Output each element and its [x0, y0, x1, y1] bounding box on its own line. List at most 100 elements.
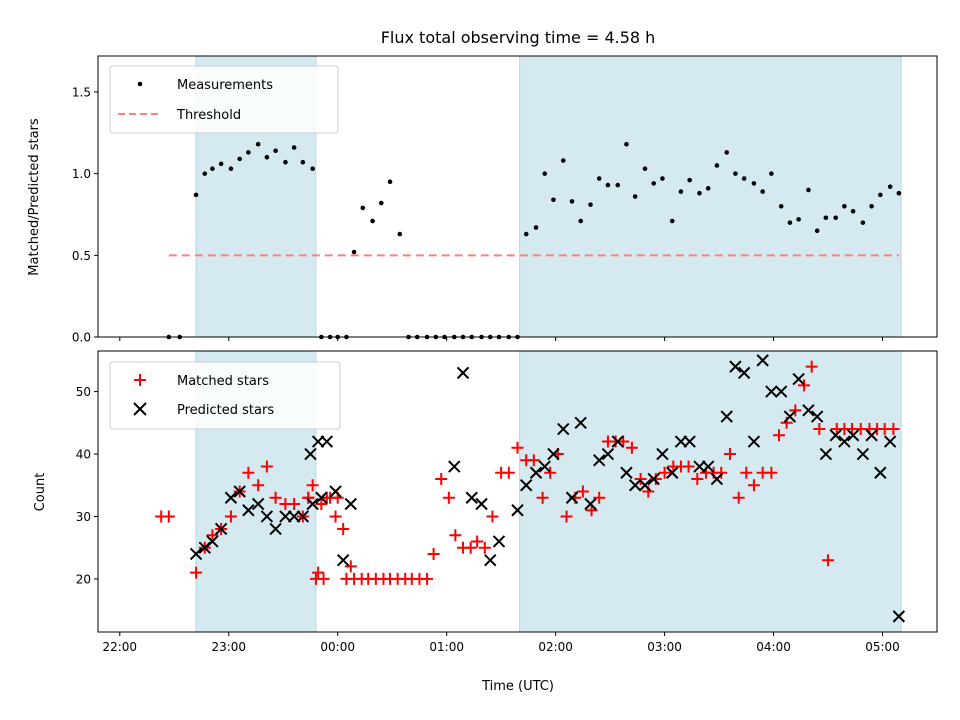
predicted-star-point — [520, 479, 533, 492]
predicted-star-point — [329, 485, 342, 498]
predicted-star-point — [710, 472, 724, 486]
predicted-star-point — [233, 485, 246, 498]
measurement-point — [523, 231, 529, 237]
matched-star-point — [887, 423, 900, 436]
legend-matched-label: Matched stars — [177, 374, 269, 389]
chart-title: Flux total observing time = 4.58 h — [381, 28, 656, 47]
matched-star-point — [502, 466, 515, 479]
predicted-star-point — [729, 360, 742, 373]
measurement-point — [533, 225, 539, 230]
matched-star-point — [658, 466, 671, 479]
measurement-point — [787, 220, 793, 225]
predicted-star-point — [260, 510, 274, 523]
predicted-star-point — [756, 354, 769, 367]
measurement-point — [733, 171, 738, 176]
measurement-point — [869, 204, 874, 209]
matched-star-point — [747, 479, 760, 492]
y-tick-label: 0.0 — [72, 331, 91, 345]
y-tick-label: 30 — [76, 510, 91, 524]
predicted-star-point — [304, 447, 317, 461]
matched-star-point — [576, 485, 589, 498]
measurement-point — [814, 228, 820, 234]
measurement-point — [387, 179, 393, 185]
predicted-star-point — [656, 447, 669, 461]
matched-star-point — [162, 510, 175, 523]
matched-star-point — [288, 497, 301, 510]
matched-star-point — [723, 448, 736, 461]
matched-star-point — [625, 441, 638, 454]
predicted-star-point — [565, 491, 579, 504]
predicted-star-point — [628, 479, 642, 492]
matched-star-point — [740, 466, 753, 479]
matched-star-point — [798, 379, 811, 392]
measurement-point — [370, 218, 375, 224]
measurement-point — [193, 192, 199, 198]
measurement-point — [860, 220, 866, 225]
predicted-star-point — [593, 454, 606, 467]
measurement-point — [724, 150, 730, 155]
legend-matched-marker — [134, 374, 146, 386]
predicted-star-point — [792, 372, 805, 386]
measurement-point — [210, 166, 215, 172]
legend-threshold-label: Threshold — [176, 108, 241, 123]
predicted-star-point — [838, 435, 851, 448]
predicted-star-point — [344, 497, 357, 511]
predicted-star-point — [538, 460, 551, 473]
matched-star-point — [527, 454, 540, 467]
matched-star-point — [560, 510, 573, 523]
predicted-star-point — [720, 410, 733, 423]
measurement-point — [823, 215, 829, 221]
predicted-star-point — [214, 522, 228, 536]
predicted-star-point — [206, 535, 219, 548]
top-y-axis-label: Matched/Predicted stars — [27, 118, 42, 276]
matched-star-point — [427, 547, 440, 560]
measurement-point — [760, 189, 765, 194]
measurement-point — [596, 176, 602, 181]
matched-star-point — [320, 491, 333, 504]
measurement-point — [878, 192, 883, 198]
measurement-point — [351, 249, 357, 255]
predicted-star-point — [547, 447, 560, 461]
matched-star-point — [789, 404, 802, 417]
matched-star-point — [312, 566, 325, 579]
measurement-point — [397, 231, 403, 237]
matched-star-point — [435, 473, 448, 486]
predicted-star-point — [638, 479, 652, 492]
matched-star-point — [536, 491, 549, 504]
legend-measurements-marker — [137, 81, 143, 87]
predicted-star-point — [306, 497, 319, 511]
predicted-star-point — [269, 522, 282, 536]
matched-star-point — [478, 541, 491, 554]
predicted-star-point — [765, 385, 778, 398]
bottom-legend: Matched stars Predicted stars — [109, 361, 341, 430]
measurement-point — [283, 159, 288, 165]
predicted-star-point — [484, 553, 497, 567]
measurement-point — [202, 171, 208, 176]
predicted-star-point — [336, 553, 350, 567]
matched-star-point — [486, 510, 499, 523]
y-tick-label: 20 — [76, 572, 91, 586]
shaded-observing-region — [519, 55, 902, 338]
predicted-star-point — [802, 404, 815, 417]
predicted-star-point — [557, 422, 570, 436]
matched-star-point — [471, 535, 484, 548]
measurement-point — [542, 171, 548, 176]
legend-predicted-label: Predicted stars — [177, 403, 274, 418]
predicted-star-point — [320, 435, 334, 448]
measurement-point — [273, 148, 278, 154]
measurement-point — [551, 197, 556, 203]
measurement-point — [850, 208, 856, 214]
predicted-star-point — [747, 435, 761, 448]
measurement-point — [624, 141, 629, 147]
bottom-y-axis-label: Count — [33, 473, 48, 512]
measurement-point — [796, 217, 801, 222]
predicted-star-point — [774, 385, 788, 398]
matched-star-point — [421, 572, 434, 585]
measurement-point — [218, 161, 224, 167]
matched-star-point — [306, 479, 319, 492]
predicted-star-point — [829, 429, 842, 442]
measurement-point — [833, 215, 838, 221]
measurement-point — [615, 182, 621, 188]
measurement-point — [669, 218, 675, 224]
matched-star-point — [317, 572, 330, 585]
